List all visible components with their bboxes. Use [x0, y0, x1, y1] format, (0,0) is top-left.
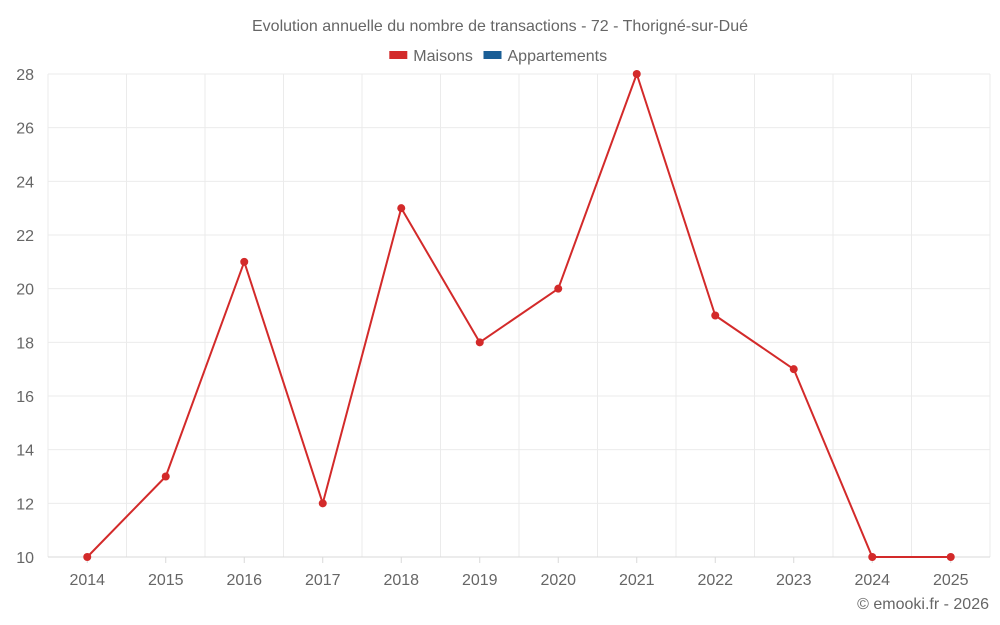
- data-point[interactable]: [946, 553, 955, 561]
- data-point[interactable]: [868, 553, 877, 561]
- legend-label: Maisons: [413, 48, 473, 65]
- y-tick-label: 22: [16, 228, 34, 245]
- y-tick-label: 28: [16, 67, 34, 84]
- series: [83, 70, 955, 561]
- x-tick-label: 2022: [697, 572, 733, 589]
- x-tick-label: 2023: [776, 572, 812, 589]
- data-point[interactable]: [83, 553, 92, 561]
- x-tick-label: 2014: [69, 572, 105, 589]
- data-point[interactable]: [632, 70, 641, 78]
- x-tick-label: 2025: [933, 572, 969, 589]
- grid: [47, 73, 991, 557]
- x-tick-label: 2019: [462, 572, 498, 589]
- legend-swatch: [389, 51, 408, 59]
- chart-title: Evolution annuelle du nombre de transact…: [252, 18, 748, 35]
- y-tick-label: 12: [16, 496, 34, 513]
- x-tick-label: 2017: [305, 572, 341, 589]
- legend-item-maisons[interactable]: Maisons: [389, 48, 473, 65]
- x-tick-label: 2024: [854, 572, 890, 589]
- legend: Maisons Appartements: [389, 48, 607, 65]
- y-tick-label: 18: [16, 335, 34, 352]
- data-point[interactable]: [789, 365, 798, 374]
- data-point[interactable]: [554, 284, 563, 293]
- data-point[interactable]: [161, 472, 170, 481]
- x-tick-label: 2021: [619, 572, 655, 589]
- x-tick-label: 2020: [540, 572, 576, 589]
- data-point[interactable]: [475, 338, 484, 347]
- x-tick-label: 2016: [226, 572, 262, 589]
- y-tick-label: 24: [16, 174, 34, 191]
- y-tick-label: 26: [16, 121, 34, 138]
- y-tick-label: 10: [16, 550, 34, 567]
- legend-label: Appartements: [508, 48, 608, 65]
- data-point[interactable]: [240, 257, 249, 266]
- data-point[interactable]: [711, 311, 720, 320]
- y-tick-label: 16: [16, 389, 34, 406]
- x-tick-label: 2018: [383, 572, 419, 589]
- y-tick-label: 20: [16, 282, 34, 299]
- data-point[interactable]: [397, 204, 406, 213]
- legend-item-appartements[interactable]: Appartements: [483, 48, 608, 65]
- y-tick-label: 14: [16, 443, 34, 460]
- legend-swatch: [483, 51, 502, 59]
- series-line-maisons: [86, 73, 951, 558]
- credit-text: © emooki.fr - 2026: [857, 596, 989, 613]
- data-point[interactable]: [318, 499, 327, 508]
- x-tick-label: 2015: [148, 572, 184, 589]
